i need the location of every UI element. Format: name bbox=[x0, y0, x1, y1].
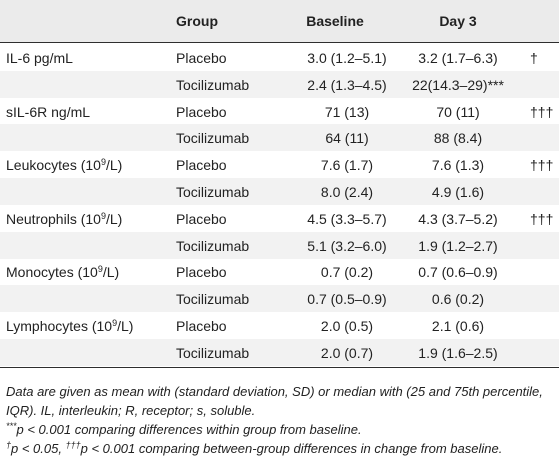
cell-day3: 4.3 (3.7–5.2) bbox=[418, 211, 498, 227]
cell-baseline: 3.0 (1.2–5.1) bbox=[307, 50, 387, 66]
cell-day3: 4.9 (1.6) bbox=[431, 184, 485, 200]
cell-baseline: 0.7 (0.2) bbox=[320, 264, 374, 280]
cell-parameter: Lymphocytes (109/L) bbox=[6, 318, 133, 334]
row-stripe bbox=[0, 285, 559, 312]
table-row: Tocilizumab 2.0 (0.7) 1.9 (1.6–2.5) bbox=[0, 345, 559, 363]
unit-exponent: 9 bbox=[100, 211, 106, 221]
table-row: Lymphocytes (109/L) Placebo 2.0 (0.5) 2.1 (… bbox=[0, 318, 559, 336]
cell-baseline: 4.5 (3.3–5.7) bbox=[307, 211, 387, 227]
header-day3: Day 3 bbox=[439, 13, 477, 29]
footnote-marker: ††† bbox=[65, 440, 81, 450]
table-row: Neutrophils (109/L) Placebo 4.5 (3.3–5.7) 4… bbox=[0, 211, 559, 229]
cell-day3: 0.7 (0.6–0.9) bbox=[418, 264, 498, 280]
cell-baseline: 64 (11) bbox=[325, 130, 369, 146]
table-bottom-rule bbox=[0, 367, 559, 368]
cell-day3: 88 (8.4) bbox=[433, 130, 483, 146]
footnote-marker: † bbox=[6, 440, 12, 450]
cell-parameter: Neutrophils (109/L) bbox=[6, 211, 122, 227]
table-row: Tocilizumab 0.7 (0.5–0.9) 0.6 (0.2) bbox=[0, 291, 559, 309]
cell-day3: 1.9 (1.2–2.7) bbox=[418, 238, 498, 254]
cell-parameter: Monocytes (109/L) bbox=[6, 264, 119, 280]
cell-baseline: 5.1 (3.2–6.0) bbox=[307, 238, 387, 254]
parameter-name: IL-6 pg/mL bbox=[6, 50, 73, 66]
cell-significance: † bbox=[530, 50, 538, 66]
row-stripe bbox=[0, 124, 559, 151]
cell-baseline: 71 (13) bbox=[324, 104, 370, 120]
table-header-rule bbox=[0, 42, 559, 43]
cell-group: Placebo bbox=[176, 104, 227, 120]
cell-group: Tocilizumab bbox=[176, 77, 250, 93]
table-row: Tocilizumab 64 (11) 88 (8.4) bbox=[0, 130, 559, 148]
cell-baseline: 0.7 (0.5–0.9) bbox=[307, 291, 387, 307]
cell-group: Tocilizumab bbox=[176, 130, 250, 146]
parameter-unit-tail: /L) bbox=[102, 264, 120, 280]
cell-group: Placebo bbox=[176, 50, 227, 66]
parameter-name: sIL-6R ng/mL bbox=[6, 104, 91, 120]
cell-group: Placebo bbox=[176, 157, 227, 173]
cell-day3: 2.1 (0.6) bbox=[431, 318, 485, 334]
cell-group: Tocilizumab bbox=[176, 238, 250, 254]
footnote-abbreviations: Data are given as mean with (standard de… bbox=[6, 384, 543, 418]
cell-baseline: 8.0 (2.4) bbox=[320, 184, 374, 200]
cell-significance: ††† bbox=[530, 211, 554, 227]
table-row: Tocilizumab 5.1 (3.2–6.0) 1.9 (1.2–2.7) bbox=[0, 238, 559, 256]
row-stripe bbox=[0, 232, 559, 259]
table-footnotes: Data are given as mean with (standard de… bbox=[6, 382, 558, 458]
parameter-name: Neutrophils (10 bbox=[6, 211, 101, 227]
parameter-unit-tail: /L) bbox=[105, 157, 123, 173]
cell-significance: ††† bbox=[530, 157, 554, 173]
footnote-between-group: †p < 0.05, †††p < 0.001 comparing betwee… bbox=[6, 440, 503, 457]
row-stripe bbox=[0, 71, 559, 98]
parameter-name: Lymphocytes (10 bbox=[6, 318, 113, 334]
cell-group: Tocilizumab bbox=[176, 291, 250, 307]
unit-exponent: 9 bbox=[112, 318, 118, 328]
cell-baseline: 2.4 (1.3–4.5) bbox=[307, 77, 387, 93]
cell-day3: 70 (11) bbox=[436, 104, 480, 120]
unit-exponent: 9 bbox=[97, 264, 103, 274]
table-row: Leukocytes (109/L) Placebo 7.6 (1.7) 7.6 (1… bbox=[0, 157, 559, 175]
cell-group: Placebo bbox=[176, 264, 227, 280]
header-group: Group bbox=[176, 13, 218, 29]
cell-group: Placebo bbox=[176, 318, 227, 334]
table-row: IL-6 pg/mL Placebo 3.0 (1.2–5.1) 3.2 (1.7–6… bbox=[0, 50, 559, 68]
footnote-within-group: ***p < 0.001 comparing differences withi… bbox=[6, 421, 362, 438]
cell-group: Tocilizumab bbox=[176, 345, 250, 361]
cell-significance: ††† bbox=[530, 104, 554, 120]
parameter-unit-tail: /L) bbox=[105, 211, 123, 227]
table-header-row: Group Baseline Day 3 bbox=[0, 0, 559, 42]
table-row: sIL-6R ng/mL Placebo 71 (13) 70 (11) ††† bbox=[0, 104, 559, 122]
cell-baseline: 2.0 (0.7) bbox=[320, 345, 374, 361]
cell-group: Tocilizumab bbox=[176, 184, 250, 200]
cell-parameter: Leukocytes (109/L) bbox=[6, 157, 122, 173]
cell-day3: 7.6 (1.3) bbox=[431, 157, 485, 173]
parameter-name: Leukocytes (10 bbox=[6, 157, 101, 173]
table-row: Tocilizumab 2.4 (1.3–4.5) 22(14.3–29)*** bbox=[0, 77, 559, 95]
cell-parameter: sIL-6R ng/mL bbox=[6, 104, 90, 120]
footnote-marker: *** bbox=[6, 421, 17, 431]
parameter-unit-tail: /L) bbox=[117, 318, 134, 334]
table-row: Tocilizumab 8.0 (2.4) 4.9 (1.6) bbox=[0, 184, 559, 202]
unit-exponent: 9 bbox=[100, 157, 106, 167]
cell-day3: 3.2 (1.7–6.3) bbox=[418, 50, 498, 66]
row-stripe bbox=[0, 339, 559, 366]
cell-group: Placebo bbox=[176, 211, 227, 227]
cell-parameter: IL-6 pg/mL bbox=[6, 50, 73, 66]
parameter-name: Monocytes (10 bbox=[6, 264, 98, 280]
header-baseline: Baseline bbox=[306, 13, 364, 29]
cell-day3: 22(14.3–29)*** bbox=[412, 77, 504, 93]
cell-baseline: 2.0 (0.5) bbox=[320, 318, 374, 334]
row-stripe bbox=[0, 178, 559, 205]
cell-day3: 0.6 (0.2) bbox=[431, 291, 485, 307]
cell-baseline: 7.6 (1.7) bbox=[320, 157, 374, 173]
cell-day3: 1.9 (1.6–2.5) bbox=[418, 345, 498, 361]
table-row: Monocytes (109/L) Placebo 0.7 (0.2) 0.7 (0.… bbox=[0, 264, 559, 282]
